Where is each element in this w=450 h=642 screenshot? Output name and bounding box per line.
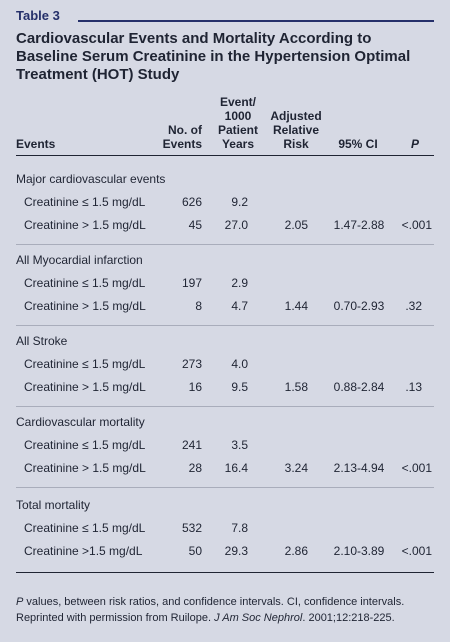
- footnote: P values, between risk ratios, and confi…: [16, 594, 436, 626]
- cell-p: <.001: [401, 544, 432, 558]
- header-num-events-line2: Events: [162, 137, 202, 151]
- table-row: Creatinine > 1.5 mg/dL 16 9.5 1.58 0.88-…: [0, 380, 450, 398]
- cell-ci: 2.10-3.89: [333, 544, 385, 558]
- cell-num-events: 50: [188, 544, 202, 558]
- cell-num-events: 16: [188, 380, 202, 394]
- cell-p: .32: [405, 299, 422, 313]
- header-rule: [16, 155, 434, 156]
- table-row: Creatinine ≤ 1.5 mg/dL 197 2.9: [0, 276, 450, 294]
- cell-num-events: 45: [188, 218, 202, 232]
- cell-risk: 3.24: [284, 461, 308, 475]
- row-label: Creatinine ≤ 1.5 mg/dL: [24, 438, 146, 452]
- table-tag: Table 3: [16, 8, 60, 23]
- table-row: Creatinine > 1.5 mg/dL 28 16.4 3.24 2.13…: [0, 461, 450, 479]
- section-title: Major cardiovascular events: [16, 172, 166, 186]
- cell-num-events: 273: [181, 357, 202, 371]
- cell-risk: 2.05: [284, 218, 308, 232]
- table-row: Creatinine ≤ 1.5 mg/dL 241 3.5: [0, 438, 450, 456]
- section-divider: [16, 325, 434, 326]
- cell-num-events: 197: [181, 276, 202, 290]
- header-num-events: No. of Events: [158, 123, 202, 151]
- section-divider: [16, 406, 434, 407]
- header-risk-line2: Relative: [272, 123, 320, 137]
- table-row: Creatinine ≤ 1.5 mg/dL 273 4.0: [0, 357, 450, 375]
- cell-num-events: 8: [195, 299, 202, 313]
- header-risk-line1: Adjusted: [270, 109, 322, 123]
- table-row: Creatinine >1.5 mg/dL 50 29.3 2.86 2.10-…: [0, 544, 450, 562]
- cell-ci: 0.88-2.84: [333, 380, 385, 394]
- header-events: Events: [16, 137, 55, 151]
- header-ci: 95% CI: [328, 137, 388, 151]
- header-rate-line1: Event/: [219, 95, 256, 109]
- section-title: Total mortality: [16, 498, 91, 512]
- cell-risk: 1.44: [284, 299, 308, 313]
- cell-rate: 4.0: [231, 357, 248, 371]
- footnote-line-1-text: values, between risk ratios, and confide…: [23, 596, 405, 608]
- cell-rate: 2.9: [231, 276, 248, 290]
- section-divider: [16, 487, 434, 488]
- cell-rate: 16.4: [224, 461, 248, 475]
- cell-num-events: 532: [181, 521, 202, 535]
- cell-rate: 29.3: [224, 544, 248, 558]
- cell-ci: 0.70-2.93: [333, 299, 385, 313]
- table-row: Creatinine ≤ 1.5 mg/dL 626 9.2: [0, 195, 450, 213]
- cell-rate: 7.8: [231, 521, 248, 535]
- header-num-events-line1: No. of: [168, 123, 202, 137]
- footnote-journal: J Am Soc Nephrol: [214, 612, 303, 624]
- cell-ci: 1.47-2.88: [333, 218, 385, 232]
- table-bottom-rule: [16, 572, 434, 573]
- row-label: Creatinine >1.5 mg/dL: [24, 544, 143, 558]
- section-divider: [16, 244, 434, 245]
- section-title: Cardiovascular mortality: [16, 415, 145, 429]
- cell-rate: 9.5: [231, 380, 248, 394]
- header-ci-text: 95% CI: [338, 137, 378, 151]
- row-label: Creatinine > 1.5 mg/dL: [24, 380, 146, 394]
- table-tag-row: Table 3: [16, 8, 434, 30]
- row-label: Creatinine > 1.5 mg/dL: [24, 299, 146, 313]
- table-row: Creatinine > 1.5 mg/dL 45 27.0 2.05 1.47…: [0, 218, 450, 236]
- cell-p: <.001: [401, 461, 432, 475]
- footnote-line-2-post: . 2001;12:218-225.: [302, 612, 395, 624]
- header-rate: Event/ 1000 Patient Years: [208, 95, 268, 151]
- header-p: P: [400, 137, 430, 151]
- header-rate-line4: Years: [221, 137, 255, 151]
- footnote-p-symbol: P: [16, 596, 24, 608]
- cell-rate: 3.5: [231, 438, 248, 452]
- header-rate-line3: Patient: [217, 123, 258, 137]
- cell-rate: 4.7: [231, 299, 248, 313]
- header-risk-line3: Risk: [283, 137, 309, 151]
- row-label: Creatinine > 1.5 mg/dL: [24, 218, 146, 232]
- tag-rule: [78, 20, 434, 22]
- row-label: Creatinine ≤ 1.5 mg/dL: [24, 357, 146, 371]
- row-label: Creatinine ≤ 1.5 mg/dL: [24, 521, 146, 535]
- header-risk: Adjusted Relative Risk: [266, 109, 326, 151]
- cell-ci: 2.13-4.94: [333, 461, 385, 475]
- section-title: All Stroke: [16, 334, 68, 348]
- cell-rate: 27.0: [224, 218, 248, 232]
- table-title: Cardiovascular Events and Mortality Acco…: [16, 30, 411, 83]
- cell-risk: 1.58: [284, 380, 308, 394]
- cell-p: <.001: [401, 218, 432, 232]
- table-row: Creatinine ≤ 1.5 mg/dL 532 7.8: [0, 521, 450, 539]
- cell-num-events: 626: [181, 195, 202, 209]
- header-events-text: Events: [16, 137, 56, 151]
- row-label: Creatinine ≤ 1.5 mg/dL: [24, 276, 146, 290]
- cell-num-events: 241: [181, 438, 202, 452]
- footnote-line-2-pre: Reprinted with permission from Ruilope.: [16, 612, 215, 624]
- cell-risk: 2.86: [284, 544, 308, 558]
- header-rate-line2: 1000: [224, 109, 252, 123]
- row-label: Creatinine ≤ 1.5 mg/dL: [24, 195, 146, 209]
- header-p-text: P: [410, 137, 419, 151]
- row-label: Creatinine > 1.5 mg/dL: [24, 461, 146, 475]
- cell-rate: 9.2: [231, 195, 248, 209]
- footnote-line-1: P values, between risk ratios, and confi…: [16, 594, 436, 610]
- table-row: Creatinine > 1.5 mg/dL 8 4.7 1.44 0.70-2…: [0, 299, 450, 317]
- footnote-line-2: Reprinted with permission from Ruilope. …: [16, 610, 436, 626]
- cell-num-events: 28: [188, 461, 202, 475]
- section-title: All Myocardial infarction: [16, 253, 143, 267]
- cell-p: .13: [405, 380, 422, 394]
